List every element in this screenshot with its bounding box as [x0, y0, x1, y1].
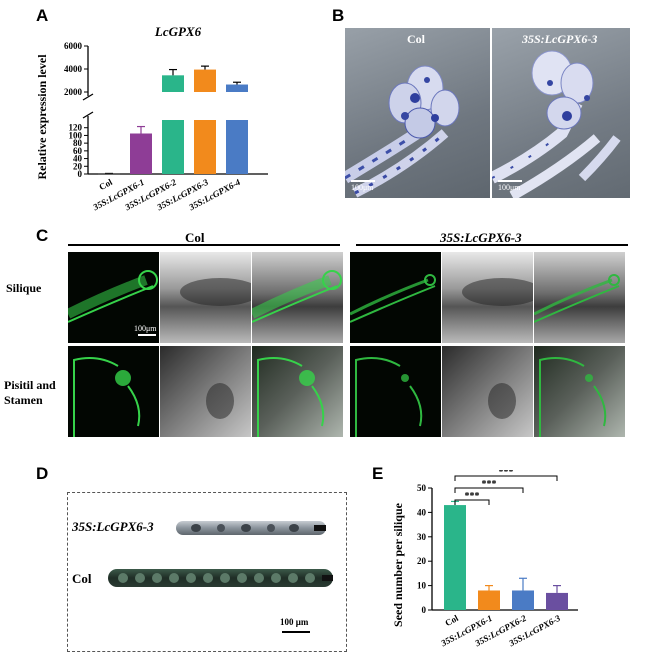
confocal-bright-image [160, 346, 251, 437]
axis-break-mark [82, 93, 94, 101]
silique-label-overexpression: 35S:LcGPX6-3 [72, 519, 154, 534]
bar [546, 592, 568, 610]
photo-label-col: Col [407, 32, 425, 46]
y-tick-label: 10 [417, 581, 427, 591]
confocal-fluor-image [68, 252, 159, 343]
expression-bar-chart: LcGPX6 Relative expression level 0204060… [35, 24, 268, 213]
panel-label-d: D [36, 464, 49, 483]
bar-lower-segment [162, 120, 184, 174]
y-tick-label: 2000 [64, 87, 83, 97]
confocal-merge-image [534, 346, 625, 437]
panel-label-a: A [36, 6, 49, 25]
bracket-line [454, 499, 490, 505]
scale-bar-label: 100μm [134, 324, 157, 333]
panel-label-c: C [36, 226, 49, 245]
y-tick-label: 80 [73, 138, 83, 148]
confocal-merge-image [534, 252, 625, 343]
bar [512, 590, 534, 610]
column-header-col: Col [185, 230, 205, 245]
significance-label: *** [499, 470, 514, 478]
x-tick-label: Col [443, 613, 460, 628]
bar-upper-segment [226, 84, 248, 92]
confocal-merge-image [252, 252, 343, 343]
header-underline [356, 244, 628, 246]
header-underline [68, 244, 340, 246]
confocal-bright-image [442, 346, 533, 437]
bar-lower-segment [194, 120, 216, 174]
silique-label-col: Col [72, 571, 92, 586]
chart-title: LcGPX6 [154, 24, 202, 39]
bar [478, 590, 500, 610]
y-axis-label: Seed number per silique [391, 502, 405, 627]
y-tick-label: 0 [422, 605, 427, 615]
y-tick-label: 120 [69, 123, 83, 133]
bar-upper-segment [162, 75, 184, 92]
silique-col [108, 569, 333, 587]
column-header-overexpression: 35S:LcGPX6-3 [440, 230, 522, 245]
y-tick-label: 4000 [64, 64, 83, 74]
scale-bar-label: 100 μm [280, 617, 309, 627]
x-tick-label: Col [97, 177, 114, 192]
y-tick-label: 40 [73, 154, 83, 164]
significance-bracket: *** [454, 479, 524, 493]
confocal-merge-image [252, 346, 343, 437]
scale-bar-label: 100μm [351, 183, 374, 192]
panel-label-e: E [372, 464, 384, 483]
y-tick-label: 20 [417, 556, 427, 566]
row-label-silique: Silique [6, 281, 42, 295]
gus-photo-col: Col 100μm [345, 28, 490, 198]
row-label-pistil-stamen: Pisitil and Stamen [4, 378, 56, 407]
bracket-line [454, 487, 524, 493]
scale-bar [138, 334, 156, 336]
y-tick-label: 40 [417, 507, 427, 517]
scale-bar [498, 180, 522, 182]
y-tick-label: 6000 [64, 41, 83, 51]
significance-bracket: *** [454, 491, 490, 505]
confocal-fluor-image [350, 252, 441, 343]
y-axis-label: Relative expression level [35, 54, 49, 180]
y-tick-label: 60 [73, 146, 83, 156]
scale-bar-label: 100μm [498, 183, 521, 192]
y-tick-label: 20 [73, 161, 83, 171]
silique-overexpression [176, 521, 326, 535]
confocal-bright-image [442, 252, 533, 343]
bar [444, 505, 466, 610]
confocal-fluor-image [350, 346, 441, 437]
confocal-fluor-image [68, 346, 159, 437]
photo-label-overexpression: 35S:LcGPX6-3 [522, 32, 598, 46]
gus-photo-overexpression: 35S:LcGPX6-3 100μm [492, 28, 630, 198]
silique-photo-frame: 35S:LcGPX6-3 Col 100 μm [67, 492, 347, 652]
bracket-line [454, 475, 558, 481]
confocal-bright-image [160, 252, 251, 343]
axis-break-mark [82, 111, 94, 119]
y-tick-label: 0 [78, 169, 83, 179]
scale-bar [351, 180, 375, 182]
significance-bracket: *** [454, 470, 558, 481]
y-tick-label: 50 [417, 483, 427, 493]
significance-label: *** [465, 491, 480, 502]
bar-upper-segment [194, 69, 216, 92]
y-tick-label: 30 [417, 532, 427, 542]
scale-bar [282, 631, 310, 633]
bar-lower-segment [226, 120, 248, 174]
significance-label: *** [482, 479, 497, 490]
bar [130, 133, 152, 174]
panel-label-b: B [332, 6, 345, 25]
y-tick-label: 100 [69, 130, 83, 140]
